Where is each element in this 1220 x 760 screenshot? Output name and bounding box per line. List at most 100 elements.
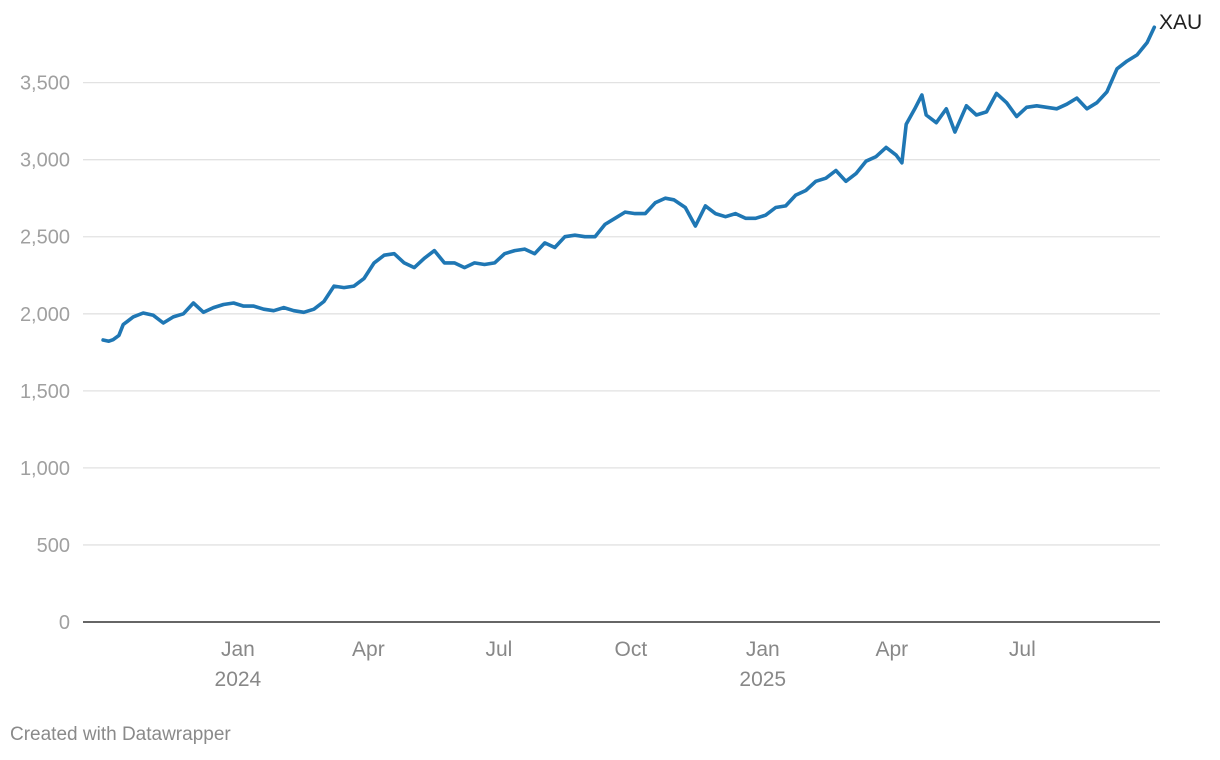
series-label: XAU — [1159, 11, 1202, 34]
y-tick-label: 2,500 — [20, 227, 70, 249]
data-point — [831, 166, 841, 176]
data-point — [941, 104, 951, 114]
data-point — [178, 309, 188, 319]
data-point — [1062, 99, 1072, 109]
data-point — [1102, 87, 1112, 97]
data-point — [309, 304, 319, 314]
data-point — [917, 90, 927, 100]
data-point — [389, 249, 399, 259]
data-point — [409, 263, 419, 273]
x-tick-label: Jul — [485, 638, 512, 661]
data-point — [1022, 102, 1032, 112]
data-point — [239, 301, 249, 311]
data-point — [299, 307, 309, 317]
data-point — [460, 263, 470, 273]
data-point — [540, 238, 550, 248]
data-point — [209, 303, 219, 313]
data-point — [630, 209, 640, 219]
x-tick-label: Jan — [746, 638, 780, 661]
data-point — [510, 246, 520, 256]
data-point — [269, 306, 279, 316]
data-point — [419, 253, 429, 263]
data-point — [1082, 104, 1092, 114]
data-point — [669, 195, 679, 205]
data-point — [897, 158, 907, 168]
data-point — [500, 249, 510, 259]
data-point — [861, 156, 871, 166]
data-point — [490, 258, 500, 268]
y-tick-label: 3,500 — [20, 73, 70, 95]
data-point — [851, 169, 861, 179]
data-point — [1112, 64, 1122, 74]
gridlines — [83, 81, 1160, 623]
data-point — [982, 107, 992, 117]
data-point — [690, 221, 700, 231]
data-point — [821, 173, 831, 183]
data-point — [259, 304, 269, 314]
x-tick-label: Apr — [352, 638, 385, 661]
data-point — [219, 300, 229, 310]
data-point — [811, 176, 821, 186]
data-point — [1132, 50, 1142, 60]
data-point — [731, 209, 741, 219]
x-tick-label: Oct — [614, 638, 647, 661]
y-tick-label: 2,000 — [20, 304, 70, 326]
data-point — [1012, 112, 1022, 122]
data-point — [470, 258, 480, 268]
data-point — [721, 212, 731, 222]
data-point — [700, 201, 710, 211]
data-point — [118, 320, 128, 330]
data-point — [158, 318, 168, 328]
y-tick-label: 0 — [59, 612, 70, 634]
data-point — [992, 88, 1002, 98]
data-point — [188, 298, 198, 308]
data-point — [319, 297, 329, 307]
data-point — [439, 258, 449, 268]
data-point — [379, 250, 389, 260]
x-tick-label: Apr — [875, 638, 908, 661]
data-point — [610, 213, 620, 223]
data-point — [741, 213, 751, 223]
series-line-xau — [101, 25, 1157, 343]
data-point — [560, 232, 570, 242]
data-point — [399, 258, 409, 268]
data-point — [289, 306, 299, 316]
data-point — [1092, 98, 1102, 108]
x-tick-year-label: 2025 — [739, 668, 786, 691]
data-point — [910, 104, 920, 114]
data-point — [640, 209, 650, 219]
data-point — [114, 330, 124, 340]
data-point — [1032, 101, 1042, 111]
data-point — [771, 203, 781, 213]
data-point — [580, 232, 590, 242]
data-point — [881, 142, 891, 152]
data-point — [530, 249, 540, 259]
x-tick-year-label: 2024 — [215, 668, 262, 691]
x-tick-label: Jul — [1009, 638, 1036, 661]
data-point — [841, 176, 851, 186]
data-point — [128, 312, 138, 322]
y-tick-label: 500 — [37, 535, 70, 557]
data-point — [620, 207, 630, 217]
data-point — [751, 213, 761, 223]
x-axis-ticks: Jan 2024 Apr Jul Oct Jan 2025 Apr Jul — [215, 638, 1036, 691]
data-point — [168, 312, 178, 322]
data-point — [369, 258, 379, 268]
data-point — [329, 281, 339, 291]
y-tick-label: 3,000 — [20, 150, 70, 172]
data-point — [791, 190, 801, 200]
data-point — [1122, 56, 1132, 66]
data-point — [660, 193, 670, 203]
data-point — [570, 230, 580, 240]
data-point — [1072, 93, 1082, 103]
data-point — [1149, 22, 1159, 32]
data-point — [971, 110, 981, 120]
data-point — [229, 298, 239, 308]
data-point — [710, 209, 720, 219]
y-axis-ticks: 0 500 1,000 1,500 2,000 2,500 3,000 3,500 — [20, 73, 70, 634]
data-point — [961, 101, 971, 111]
data-point — [1052, 104, 1062, 114]
data-point — [650, 198, 660, 208]
series-group: XAU — [101, 11, 1202, 343]
